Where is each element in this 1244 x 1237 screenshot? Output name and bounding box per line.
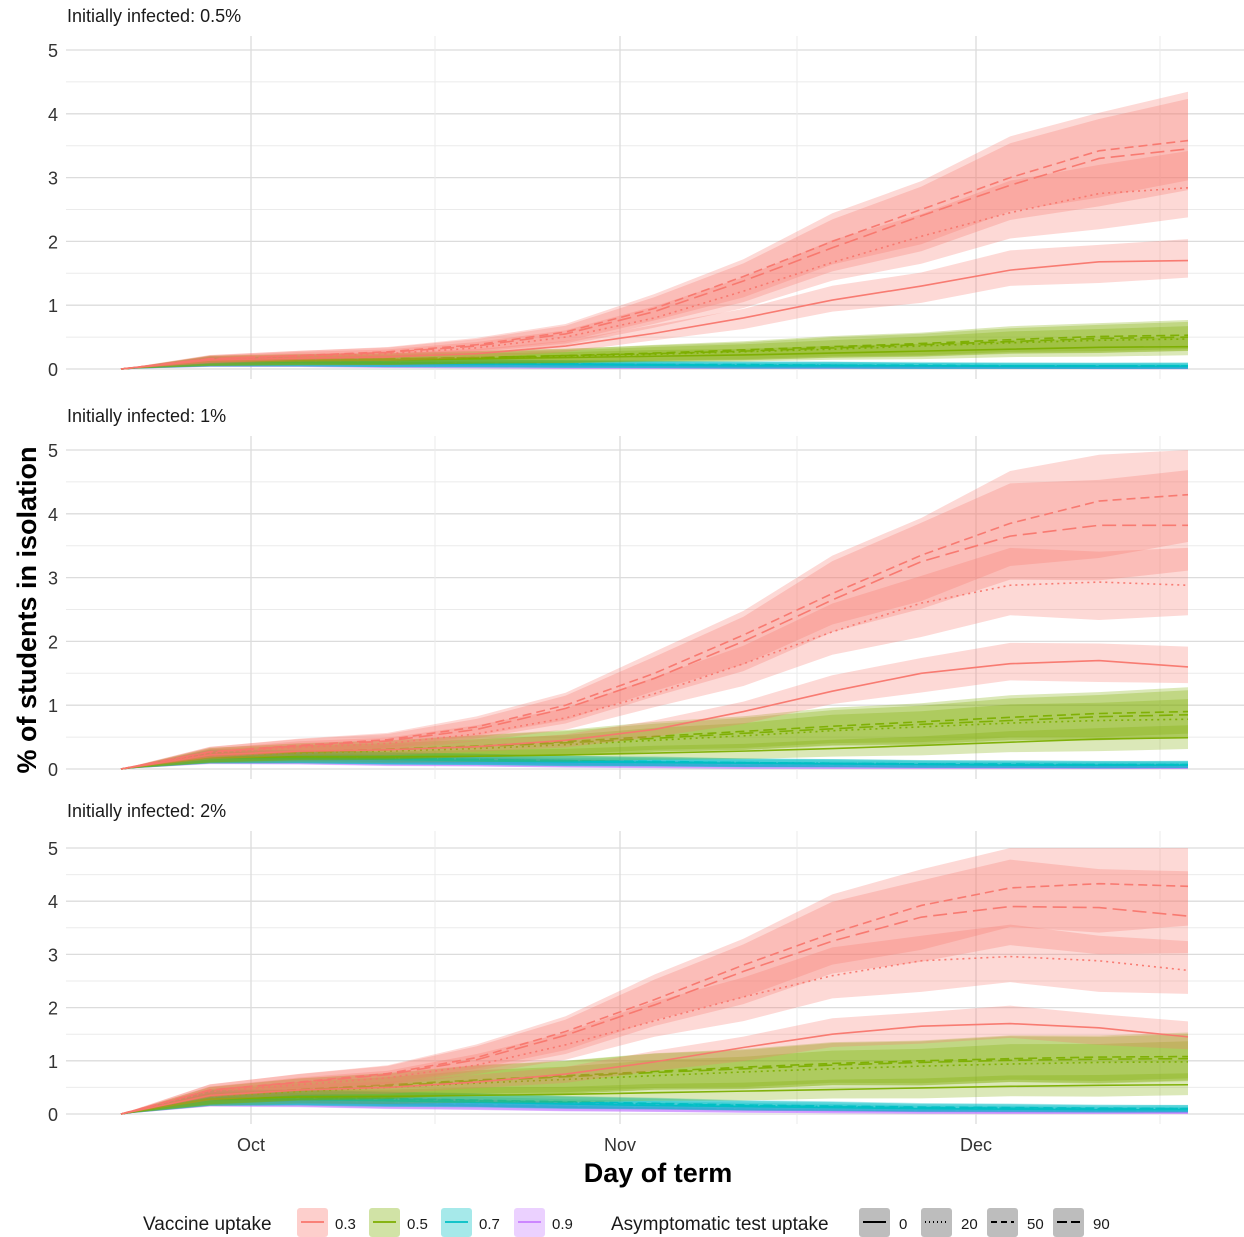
ribbon-0.3-0 (121, 642, 1188, 769)
ribbon-0.3-90 (121, 859, 1188, 1114)
x-tick-label: Oct (237, 1135, 265, 1155)
series-line-0.5-0 (120, 345, 1189, 370)
ribbon-0.5-0 (121, 1073, 1188, 1114)
series-line-0.3-90 (120, 905, 1189, 1115)
test-legend-swatch (921, 1208, 952, 1237)
test-legend-title: Asymptomatic test uptake (611, 1214, 829, 1235)
y-tick-label: 4 (48, 505, 58, 525)
series-line-0.5-20 (120, 718, 1189, 770)
test-legend-label: 50 (1027, 1216, 1044, 1233)
y-tick-label: 4 (48, 105, 58, 125)
series-line-0.3-20 (120, 187, 1189, 370)
test-legend-keys: 0 20 50 90 (859, 1208, 1110, 1237)
vaccine-legend-keys: 0.3 0.5 0.7 0.9 (297, 1208, 573, 1237)
series-line-0.7-90 (120, 1096, 1188, 1115)
series-line-0.5-90 (120, 1057, 1189, 1115)
vaccine-legend-item: 0.9 (514, 1208, 573, 1237)
ribbon-0.3-50 (121, 848, 1188, 1114)
test-legend-label: 90 (1093, 1216, 1110, 1233)
ribbon-0.5-0 (121, 725, 1188, 769)
series-line-0.5-50 (120, 710, 1189, 770)
series-line-0.5-50 (120, 1055, 1189, 1115)
y-tick-label: 3 (48, 569, 58, 589)
y-tick-label: 4 (48, 892, 58, 912)
legend: Vaccine uptake 0.3 0.5 0.7 0.9 Asymptomatic… (143, 1208, 1110, 1237)
ribbon-0.3-20 (121, 150, 1188, 369)
vaccine-legend-item: 0.7 (441, 1208, 500, 1237)
series-line-0.3-90 (120, 524, 1188, 770)
facet-panels: Initially infected: 0.5%012345Initially … (48, 6, 1244, 1125)
y-tick-label: 3 (48, 945, 58, 965)
series-line-0.3-0 (120, 659, 1189, 770)
facet-panel-1: Initially infected: 0.5% 0 1 2 3 4 5 (48, 6, 1244, 380)
y-tick-label: 0 (48, 360, 58, 380)
series-line-0.5-20 (120, 338, 1189, 370)
series-line-0.7-90 (120, 755, 1188, 770)
ribbon-0.3-90 (121, 98, 1188, 369)
ribbon-0.5-50 (121, 1032, 1188, 1114)
series-line-0.5-0 (120, 736, 1189, 770)
series-line-0.5-0 (120, 1083, 1189, 1115)
vaccine-legend-label: 0.3 (335, 1216, 356, 1233)
ribbon-0.5-90 (121, 1034, 1188, 1114)
y-tick-label: 0 (48, 760, 58, 780)
vaccine-legend-label: 0.7 (479, 1216, 500, 1233)
y-tick-label: 2 (48, 232, 58, 252)
x-tick-label: Dec (960, 1135, 992, 1155)
vaccine-legend-label: 0.9 (552, 1216, 573, 1233)
vaccine-legend-item: 0.5 (369, 1208, 428, 1237)
facet-panel-2: Initially infected: 1% 0 1 2 3 4 5 (48, 406, 1244, 780)
x-axis-title: Day of term (584, 1158, 733, 1188)
ribbon-0.3-90 (121, 470, 1188, 769)
vaccine-legend-label: 0.5 (407, 1216, 428, 1233)
y-tick-label: 2 (48, 999, 58, 1019)
ribbon-0.5-20 (121, 699, 1188, 769)
y-tick-label: 5 (48, 41, 58, 61)
test-legend-item: 50 (987, 1208, 1044, 1237)
y-tick-label: 5 (48, 839, 58, 859)
y-tick-label: 1 (48, 696, 58, 716)
x-axis: Oct Nov Dec (237, 1135, 992, 1155)
x-tick-label: Nov (604, 1135, 636, 1155)
series-line-0.3-0 (120, 1022, 1189, 1115)
ribbon-0.3-50 (121, 450, 1188, 769)
facet-title: Initially infected: 0.5% (67, 6, 241, 26)
test-legend-item: 20 (921, 1208, 978, 1237)
series-line-0.5-20 (120, 1061, 1189, 1115)
test-legend-item: 0 (859, 1208, 907, 1237)
vaccine-legend-title: Vaccine uptake (143, 1214, 272, 1235)
test-legend-item: 90 (1053, 1208, 1110, 1237)
series-line-0.7-90 (120, 360, 1188, 370)
ribbon-0.3-20 (121, 924, 1188, 1114)
series-line-0.3-50 (120, 882, 1189, 1115)
test-legend-label: 20 (961, 1216, 978, 1233)
test-legend-label: 0 (899, 1216, 907, 1233)
facet-title: Initially infected: 1% (67, 406, 226, 426)
facet-title: Initially infected: 2% (67, 801, 226, 821)
y-tick-label: 5 (48, 441, 58, 461)
series-line-0.9-90 (120, 361, 1188, 370)
series-line-0.3-0 (120, 259, 1189, 370)
series-line-0.3-20 (120, 581, 1189, 770)
series-line-0.3-50 (120, 139, 1189, 370)
test-legend-swatch (1053, 1208, 1084, 1237)
y-tick-label: 1 (48, 296, 58, 316)
series-line-0.3-50 (120, 493, 1189, 770)
y-tick-label: 0 (48, 1105, 58, 1125)
y-tick-label: 3 (48, 169, 58, 189)
series-line-0.5-90 (120, 713, 1189, 770)
ribbon-0.3-50 (121, 91, 1188, 369)
series-line-0.9-90 (120, 1097, 1189, 1115)
y-tick-label: 1 (48, 1052, 58, 1072)
facet-panel-3: Initially infected: 2% 0 1 2 3 4 5 (48, 801, 1244, 1125)
y-axis-title: % of students in isolation (12, 446, 42, 773)
ribbon-0.3-0 (121, 239, 1188, 369)
series-line-0.5-90 (120, 336, 1189, 370)
vaccine-legend-item: 0.3 (297, 1208, 356, 1237)
y-tick-label: 2 (48, 632, 58, 652)
series-line-0.9-90 (120, 756, 1188, 770)
series-line-0.3-20 (120, 955, 1189, 1115)
series-line-0.7-0 (120, 1098, 1188, 1115)
